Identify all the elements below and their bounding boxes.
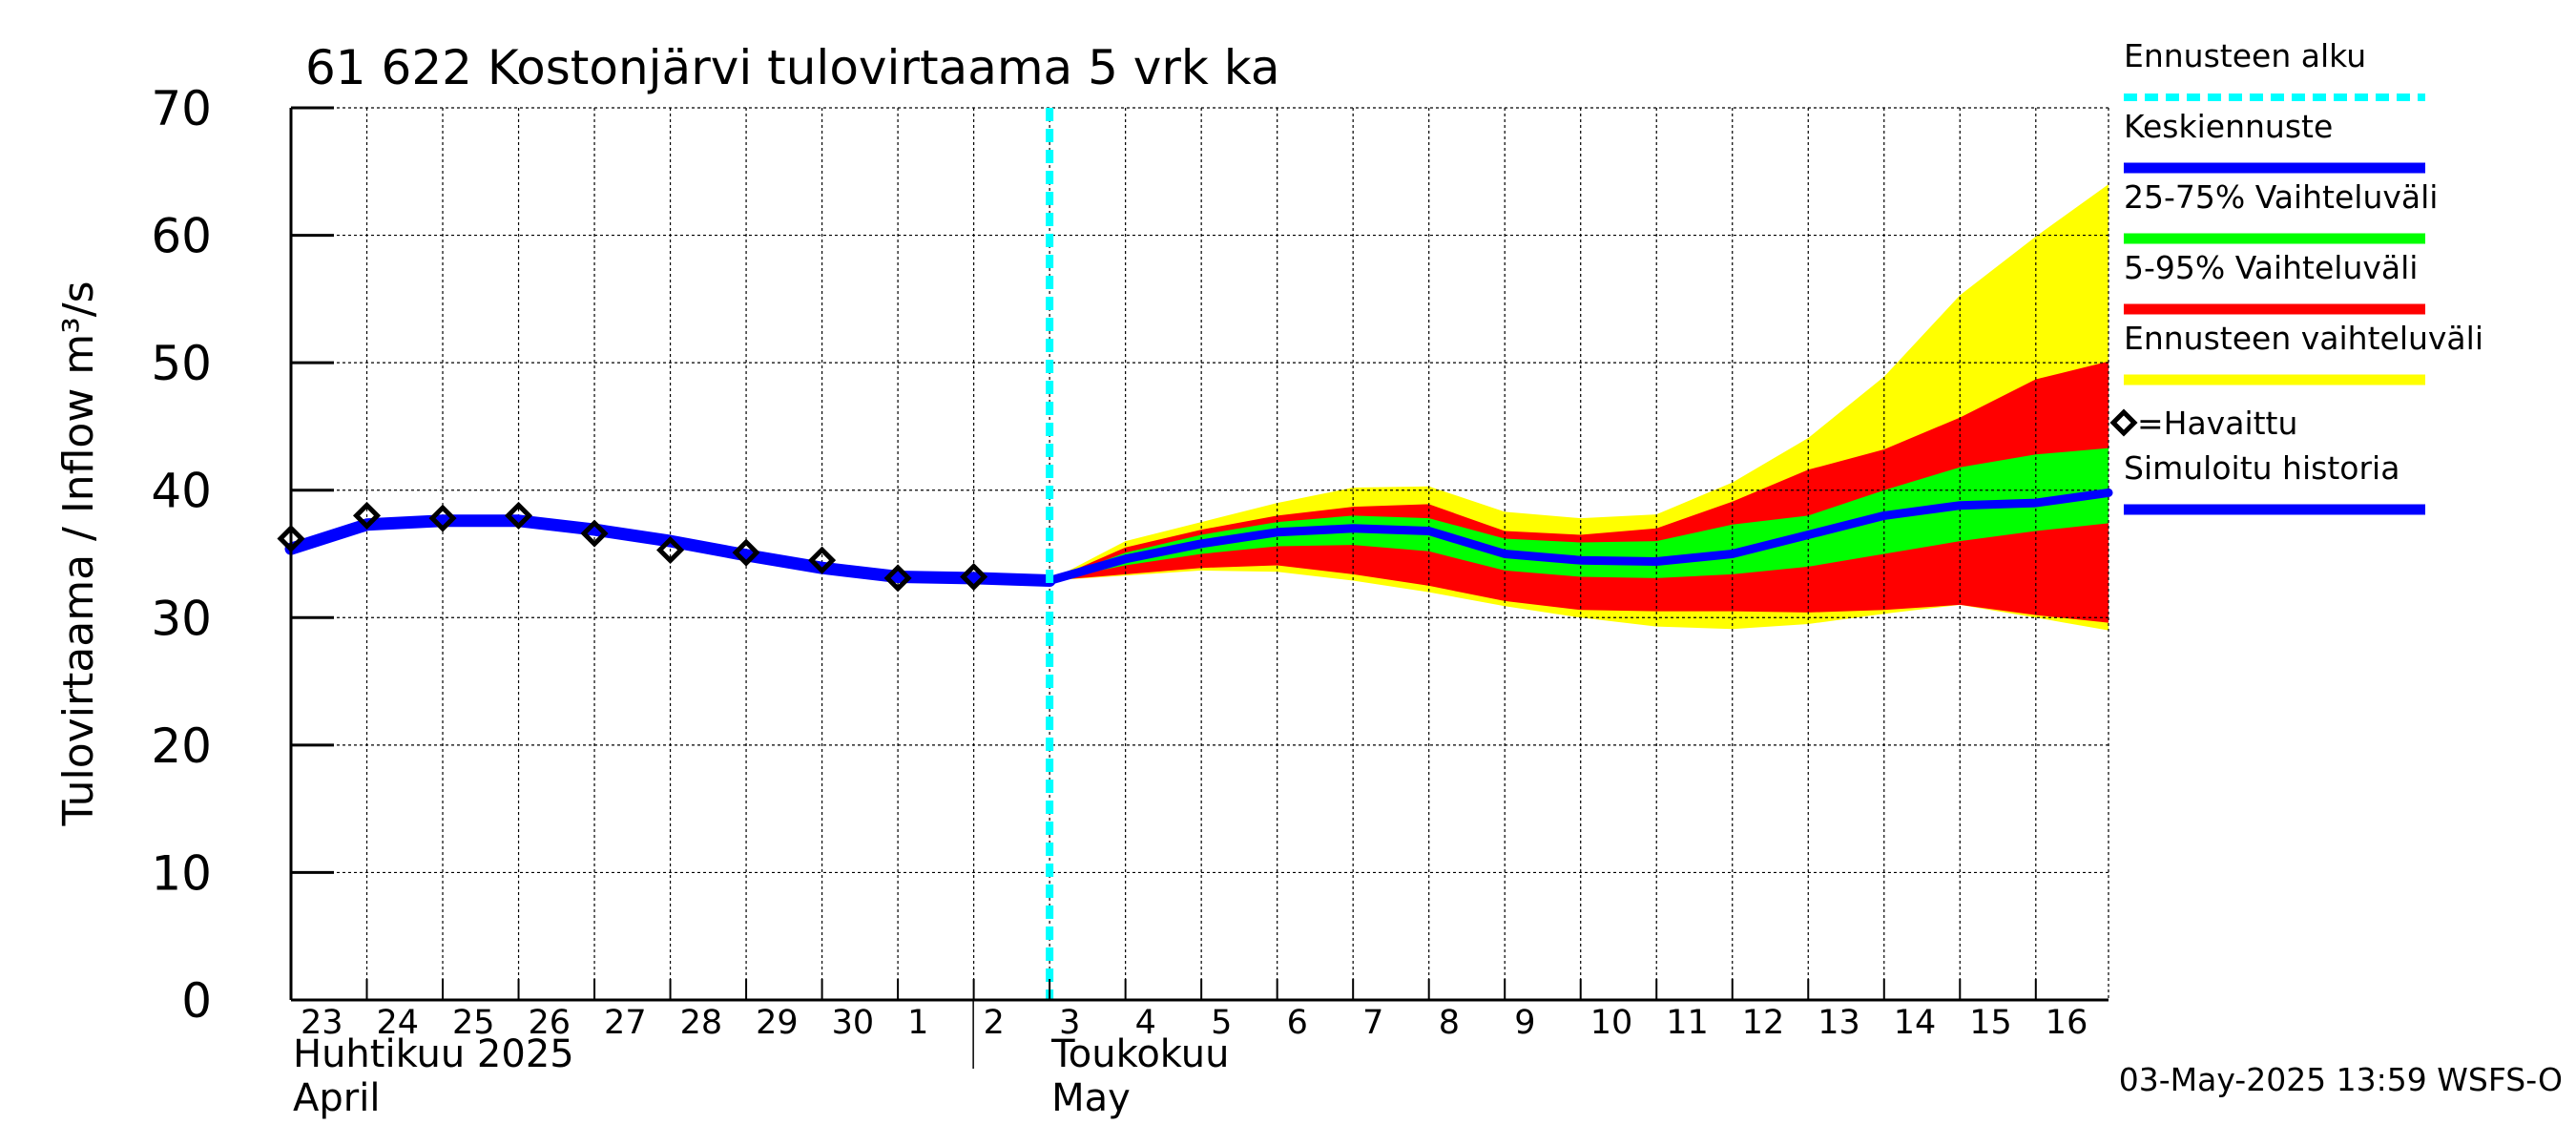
- y-tick-label: 0: [181, 973, 212, 1029]
- month-label-en: May: [1051, 1076, 1131, 1120]
- x-tick-label: 26: [529, 1004, 571, 1042]
- chart-title: 61 622 Kostonjärvi tulovirtaama 5 vrk ka: [305, 40, 1279, 95]
- x-tick-label: 15: [1969, 1004, 2012, 1042]
- observed-point: [656, 535, 685, 565]
- observed-point: [883, 564, 912, 593]
- month-label: Huhtikuu 2025: [293, 1032, 574, 1076]
- x-tick-label: 6: [1287, 1004, 1308, 1042]
- x-tick-label: 23: [301, 1004, 343, 1042]
- band-25-75: [1049, 448, 2109, 581]
- month-label: Toukokuu: [1050, 1032, 1229, 1076]
- x-tick-label: 1: [907, 1004, 928, 1042]
- x-tick-label: 4: [1135, 1004, 1156, 1042]
- legend-label: Keskiennuste: [2124, 108, 2333, 145]
- x-tick-label: 13: [1818, 1004, 1860, 1042]
- x-tick-label: 28: [680, 1004, 723, 1042]
- legend-marker-observed: [2109, 408, 2138, 437]
- x-tick-label: 10: [1590, 1004, 1633, 1042]
- y-tick-label: 20: [151, 718, 212, 774]
- observed-point: [732, 538, 760, 567]
- observed-point: [580, 519, 609, 548]
- x-tick-label: 16: [2046, 1004, 2088, 1042]
- legend-label: 5-95% Vaihteluväli: [2124, 249, 2418, 286]
- legend: Ennusteen alku Keskiennuste 25-75% Vaihtel…: [2109, 37, 2483, 515]
- x-tick-label: 3: [1059, 1004, 1080, 1042]
- x-tick-label: 27: [604, 1004, 647, 1042]
- x-tick-label: 5: [1211, 1004, 1232, 1042]
- y-tick-label: 10: [151, 845, 212, 901]
- x-tick-label: 7: [1362, 1004, 1383, 1042]
- x-tick-label: 14: [1894, 1004, 1937, 1042]
- x-tick-label: 8: [1439, 1004, 1460, 1042]
- x-tick-label: 2: [984, 1004, 1005, 1042]
- observed-point: [505, 501, 533, 530]
- legend-label: =Havaittu: [2137, 405, 2297, 442]
- legend-label: Simuloitu historia: [2124, 449, 2399, 487]
- y-tick-label: 60: [151, 209, 212, 264]
- legend-label: 25-75% Vaihteluväli: [2124, 178, 2438, 216]
- median-forecast-line: [1045, 488, 2113, 585]
- y-axis-label: Tulovirtaama / Inflow m³/s: [54, 281, 103, 826]
- y-tick-label: 50: [151, 336, 212, 391]
- x-tick-label: 12: [1742, 1004, 1785, 1042]
- x-tick-label: 25: [452, 1004, 495, 1042]
- month-label-en: April: [293, 1076, 380, 1120]
- observed-point: [960, 563, 988, 592]
- observed-point: [428, 504, 457, 532]
- y-tick-label: 40: [151, 464, 212, 519]
- y-tick-label: 70: [151, 81, 212, 136]
- legend-label: Ennusteen vaihteluväli: [2124, 320, 2483, 357]
- x-tick-label: 11: [1666, 1004, 1709, 1042]
- y-tick-label: 30: [151, 591, 212, 646]
- x-tick-label: 24: [377, 1004, 420, 1042]
- footer-timestamp: 03-May-2025 13:59 WSFS-O: [2119, 1061, 2563, 1098]
- x-tick-label: 30: [832, 1004, 875, 1042]
- observed-point: [352, 501, 382, 530]
- legend-label: Ennusteen alku: [2124, 37, 2366, 74]
- forecast-bands: [1049, 184, 2109, 631]
- x-tick-label: 9: [1514, 1004, 1535, 1042]
- observed-point: [808, 546, 837, 574]
- x-tick-label: 29: [756, 1004, 799, 1042]
